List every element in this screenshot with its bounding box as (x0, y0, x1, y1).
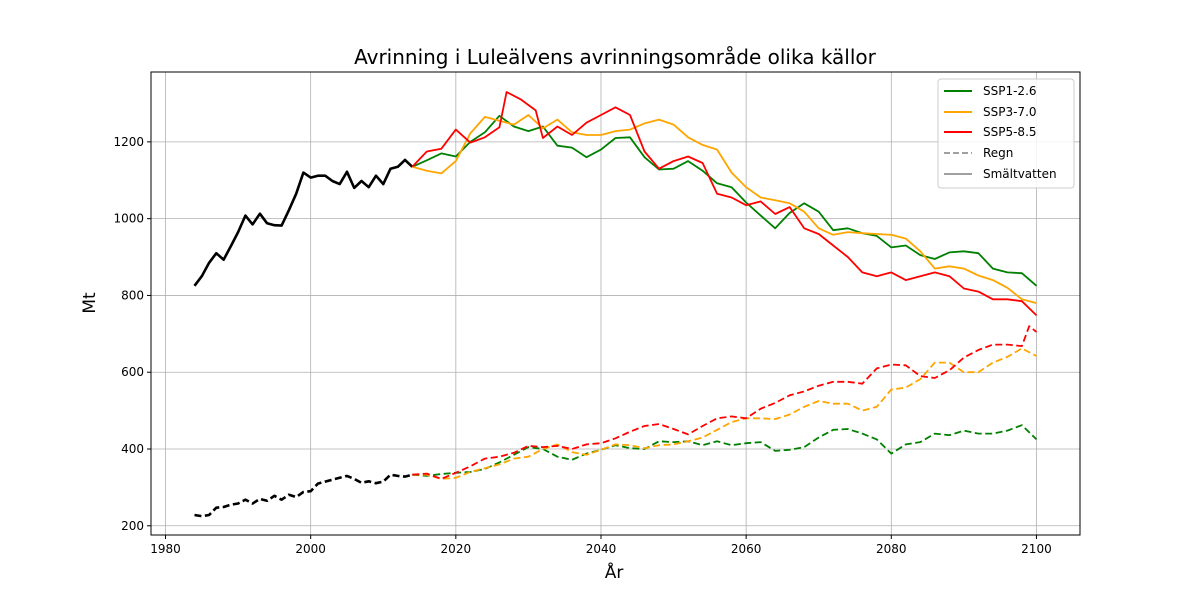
legend-label-ssp1: SSP1-2.6 (983, 84, 1037, 98)
series-line-historisk-total (193, 158, 414, 287)
series-line-ssp1-2-6-regn (412, 424, 1038, 477)
legend-label-ssp3: SSP3-7.0 (983, 105, 1037, 119)
legend-label-regn: Regn (983, 146, 1013, 160)
y-tick-label: 800 (121, 288, 144, 302)
x-axis-ticks: 1980 2000 2020 2040 2060 2080 2100 (150, 535, 1052, 556)
x-tick-label: 2080 (876, 542, 907, 556)
series-line-ssp5-8-5-regn (412, 325, 1038, 480)
x-tick-label: 2020 (441, 542, 472, 556)
series-line-ssp3-7-0-regn (412, 347, 1037, 480)
x-axis-label: År (605, 561, 624, 583)
legend: SSP1-2.6 SSP3-7.0 SSP5-8.5 Regn Smältvat… (937, 78, 1075, 189)
legend-label-ssp5: SSP5-8.5 (983, 125, 1037, 139)
y-axis-label: Mt (80, 292, 100, 314)
series-line-ssp5-8-5 (411, 91, 1038, 317)
legend-box (937, 78, 1075, 189)
x-tick-label: 2040 (586, 542, 617, 556)
x-tick-label: 2100 (1021, 542, 1052, 556)
x-tick-label: 2000 (295, 542, 326, 556)
series-lines (193, 91, 1038, 518)
chart-title: Avrinning i Luleälvens avrinningsområde … (354, 45, 877, 69)
y-tick-label: 1000 (113, 212, 144, 226)
y-tick-label: 400 (121, 442, 144, 456)
x-tick-label: 2060 (731, 542, 762, 556)
series-line-ssp3-7-0 (412, 114, 1037, 304)
y-tick-label: 1200 (113, 135, 144, 149)
y-tick-label: 600 (121, 365, 144, 379)
plot-frame (150, 71, 1081, 536)
series-line-ssp1-2-6 (411, 114, 1038, 287)
legend-label-smaltvatten: Smältvatten (983, 167, 1057, 181)
x-tick-label: 1980 (150, 542, 181, 556)
y-axis-ticks: 200 400 600 800 1000 1200 (113, 135, 151, 533)
y-tick-label: 200 (121, 519, 144, 533)
series-line-historisk-regn (194, 473, 413, 518)
